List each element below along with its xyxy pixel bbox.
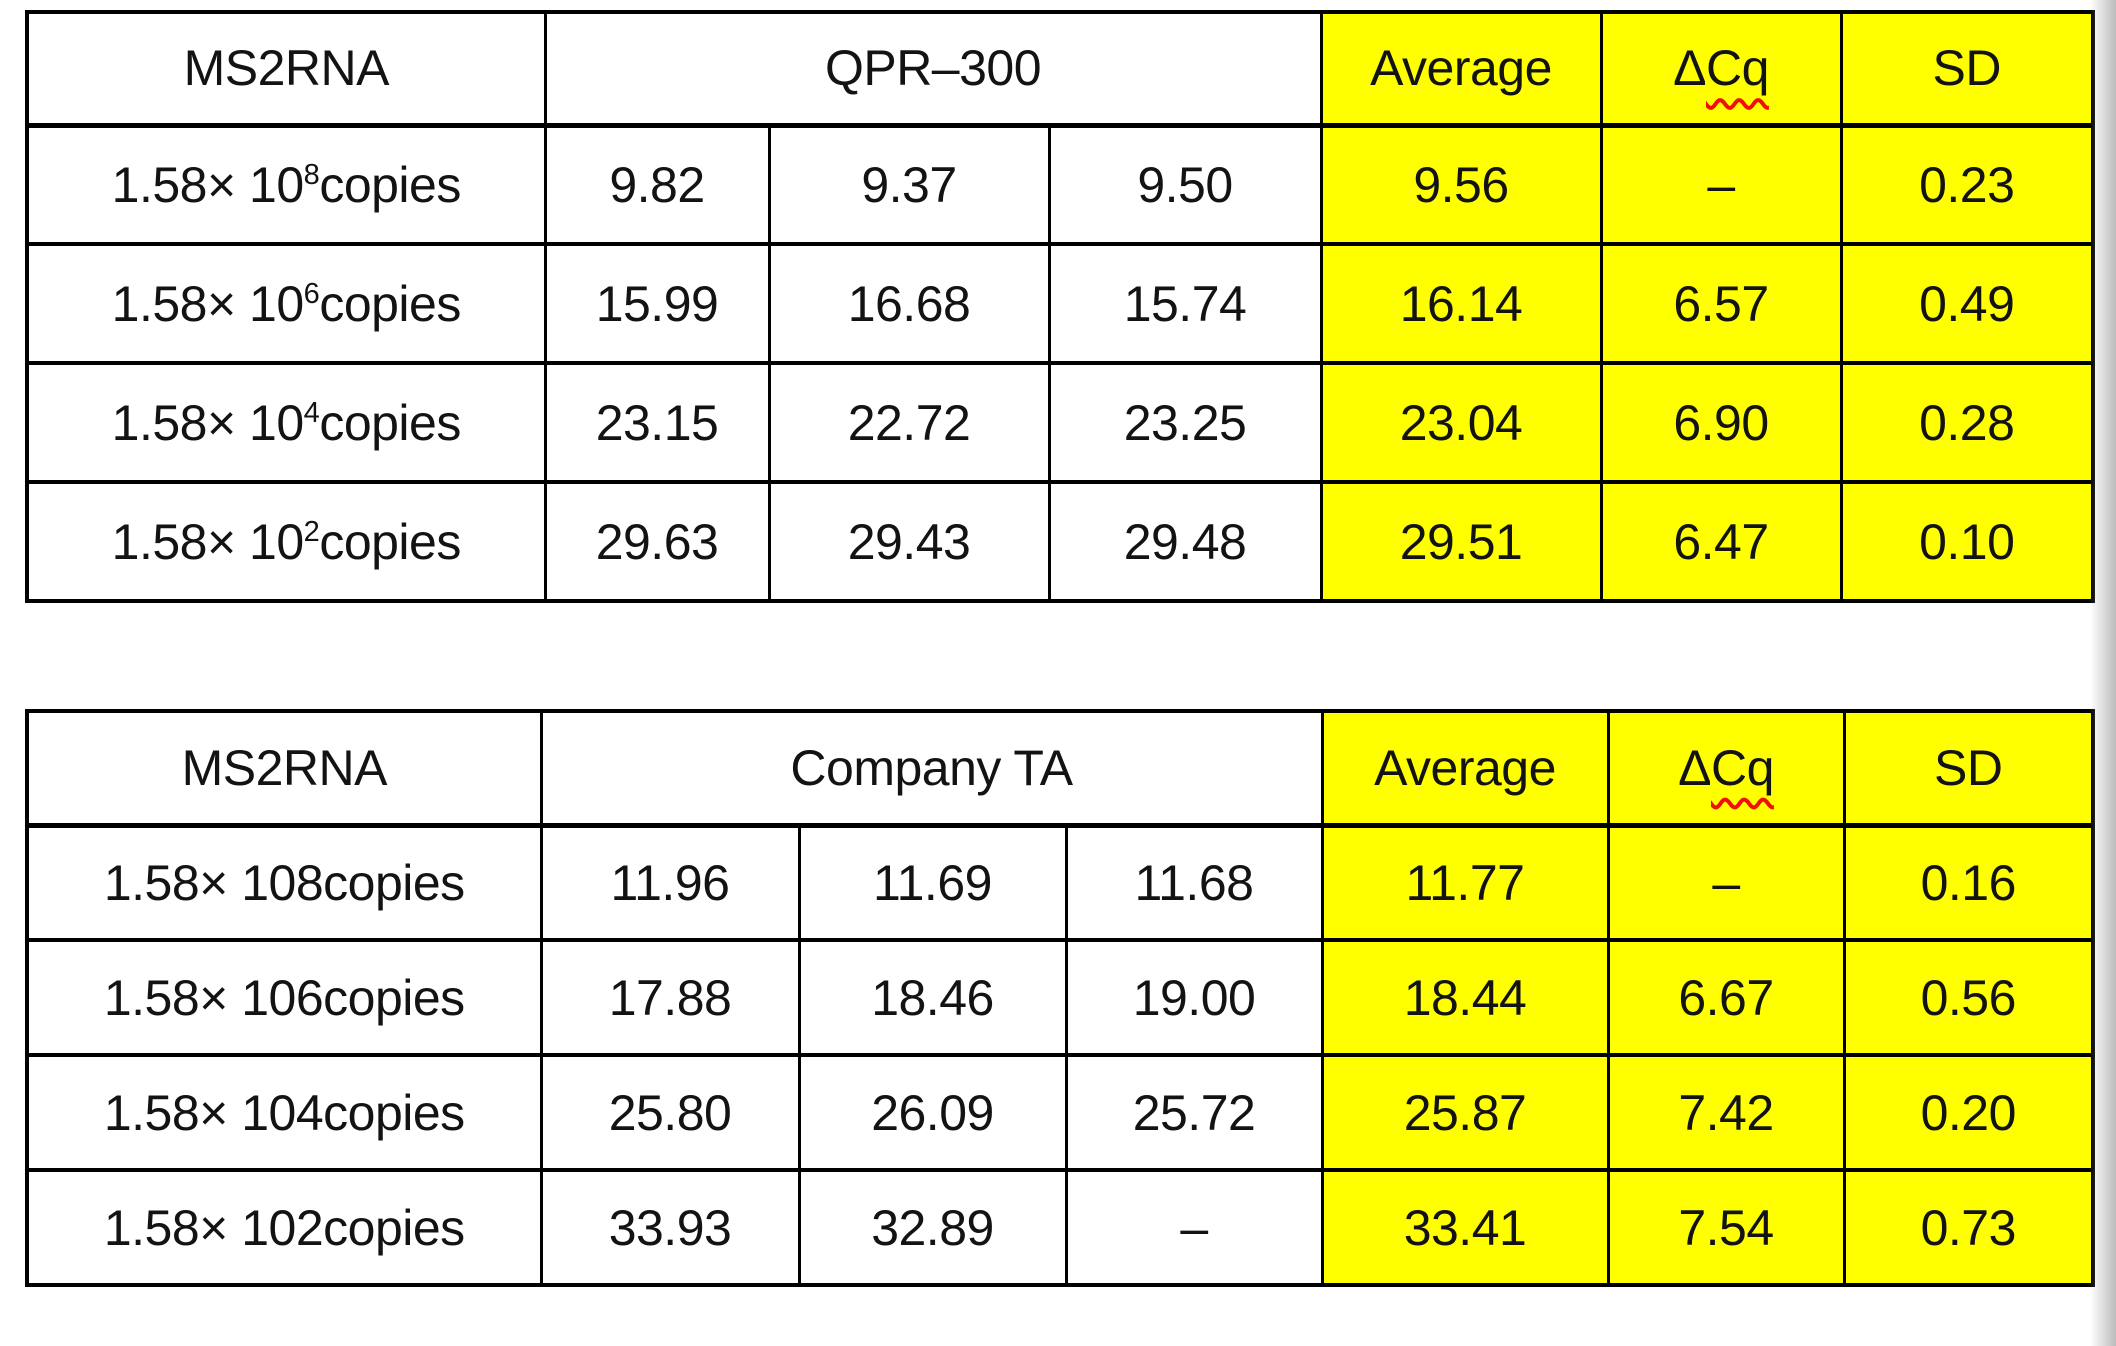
delta-symbol: Δ — [1673, 40, 1706, 97]
rep1-cell: 33.93 — [539, 1168, 801, 1287]
sample-label-cell: 1.58× 106copies — [25, 242, 547, 365]
rep2-cell: 26.09 — [797, 1053, 1068, 1172]
rep1-cell: 11.96 — [539, 823, 801, 942]
rep3-cell: 15.74 — [1047, 242, 1323, 365]
sd-header-cell: SD — [1839, 10, 2095, 128]
sample-label-suffix: copies — [319, 513, 461, 570]
sample-label-cell: 1.58× 106copies — [25, 938, 543, 1057]
qpr300-results-table: MS2RNA QPR–300 Average ΔCq SD 1.58× 108c… — [25, 10, 2095, 603]
average-header-cell: Average — [1319, 10, 1603, 128]
instrument-header-cell: Company TA — [539, 709, 1324, 828]
rep2-cell: 11.69 — [797, 823, 1068, 942]
rep3-cell: 9.50 — [1047, 123, 1323, 246]
rep1-cell: 15.99 — [543, 242, 771, 365]
delta-cq-header-cell: ΔCq — [1606, 709, 1846, 828]
rep1-cell: 25.80 — [539, 1053, 801, 1172]
table-row: 1.58× 102copies 33.93 32.89 – 33.41 7.54… — [25, 1168, 2095, 1287]
sample-label-base: 1.58× 10 — [111, 275, 305, 332]
table-row: 1.58× 104copies 23.15 22.72 23.25 23.04 … — [25, 361, 2095, 484]
sd-cell: 0.16 — [1842, 823, 2095, 942]
average-header-cell: Average — [1320, 709, 1610, 828]
sd-header-cell: SD — [1842, 709, 2095, 828]
rep1-cell: 29.63 — [543, 480, 771, 603]
rep2-cell: 16.68 — [767, 242, 1051, 365]
rep3-cell: 19.00 — [1064, 938, 1324, 1057]
delta-cq-cell: 7.42 — [1606, 1053, 1846, 1172]
delta-cq-cell: 6.57 — [1599, 242, 1843, 365]
sd-cell: 0.28 — [1839, 361, 2095, 484]
company-ta-results-table: MS2RNA Company TA Average ΔCq SD 1.58× 1… — [25, 709, 2095, 1287]
delta-cq-cell: 6.90 — [1599, 361, 1843, 484]
sample-label-exponent: 2 — [303, 515, 320, 548]
sample-label-cell: 1.58× 102copies — [25, 1168, 543, 1287]
sample-label-exponent: 6 — [303, 277, 320, 310]
table-header-row: MS2RNA Company TA Average ΔCq SD — [25, 709, 2095, 828]
average-cell: 9.56 — [1319, 123, 1603, 246]
delta-cq-cell: 7.54 — [1606, 1168, 1846, 1287]
delta-cq-cell: – — [1599, 123, 1843, 246]
sample-header-cell: MS2RNA — [25, 709, 543, 828]
rep2-cell: 9.37 — [767, 123, 1051, 246]
sd-cell: 0.49 — [1839, 242, 2095, 365]
sample-label-cell: 1.58× 104copies — [25, 361, 547, 484]
rep3-cell: 25.72 — [1064, 1053, 1324, 1172]
average-cell: 18.44 — [1320, 938, 1610, 1057]
rep1-cell: 17.88 — [539, 938, 801, 1057]
table-row: 1.58× 106copies 15.99 16.68 15.74 16.14 … — [25, 242, 2095, 365]
table-row: 1.58× 102copies 29.63 29.43 29.48 29.51 … — [25, 480, 2095, 603]
sd-cell: 0.23 — [1839, 123, 2095, 246]
average-cell: 11.77 — [1320, 823, 1610, 942]
rep2-cell: 22.72 — [767, 361, 1051, 484]
sample-label-cell: 1.58× 102copies — [25, 480, 547, 603]
rep3-cell: 29.48 — [1047, 480, 1323, 603]
rep2-cell: 18.46 — [797, 938, 1068, 1057]
sample-label-base: 1.58× 10 — [111, 394, 305, 451]
rep2-cell: 29.43 — [767, 480, 1051, 603]
sample-label-suffix: copies — [319, 156, 461, 213]
average-cell: 23.04 — [1319, 361, 1603, 484]
sample-label-cell: 1.58× 104copies — [25, 1053, 543, 1172]
table-header-row: MS2RNA QPR–300 Average ΔCq SD — [25, 10, 2095, 128]
rep3-cell: – — [1064, 1168, 1324, 1287]
sample-label-cell: 1.58× 108copies — [25, 123, 547, 246]
average-cell: 29.51 — [1319, 480, 1603, 603]
sample-label-suffix: copies — [319, 394, 461, 451]
average-cell: 25.87 — [1320, 1053, 1610, 1172]
rep3-cell: 11.68 — [1064, 823, 1324, 942]
sample-label-base: 1.58× 10 — [111, 156, 305, 213]
rep2-cell: 32.89 — [797, 1168, 1068, 1287]
table-row: 1.58× 108copies 11.96 11.69 11.68 11.77 … — [25, 823, 2095, 942]
delta-cq-cell: 6.67 — [1606, 938, 1846, 1057]
rep1-cell: 9.82 — [543, 123, 771, 246]
sample-label-exponent: 4 — [303, 396, 320, 429]
sd-cell: 0.56 — [1842, 938, 2095, 1057]
sd-cell: 0.10 — [1839, 480, 2095, 603]
rep3-cell: 23.25 — [1047, 361, 1323, 484]
sample-label-cell: 1.58× 108copies — [25, 823, 543, 942]
cq-word-spellcheck: Cq — [1705, 40, 1769, 97]
sample-label-base: 1.58× 10 — [111, 513, 305, 570]
delta-symbol: Δ — [1678, 739, 1711, 796]
sample-header-cell: MS2RNA — [25, 10, 547, 128]
delta-cq-header-cell: ΔCq — [1599, 10, 1843, 128]
delta-cq-cell: 6.47 — [1599, 480, 1843, 603]
rep1-cell: 23.15 — [543, 361, 771, 484]
sd-cell: 0.73 — [1842, 1168, 2095, 1287]
cq-word-spellcheck: Cq — [1710, 739, 1774, 796]
average-cell: 33.41 — [1320, 1168, 1610, 1287]
table-row: 1.58× 104copies 25.80 26.09 25.72 25.87 … — [25, 1053, 2095, 1172]
table-row: 1.58× 106copies 17.88 18.46 19.00 18.44 … — [25, 938, 2095, 1057]
table-row: 1.58× 108copies 9.82 9.37 9.50 9.56 – 0.… — [25, 123, 2095, 246]
instrument-header-cell: QPR–300 — [543, 10, 1323, 128]
sample-label-suffix: copies — [319, 275, 461, 332]
sd-cell: 0.20 — [1842, 1053, 2095, 1172]
sample-label-exponent: 8 — [303, 158, 320, 191]
average-cell: 16.14 — [1319, 242, 1603, 365]
delta-cq-cell: – — [1606, 823, 1846, 942]
